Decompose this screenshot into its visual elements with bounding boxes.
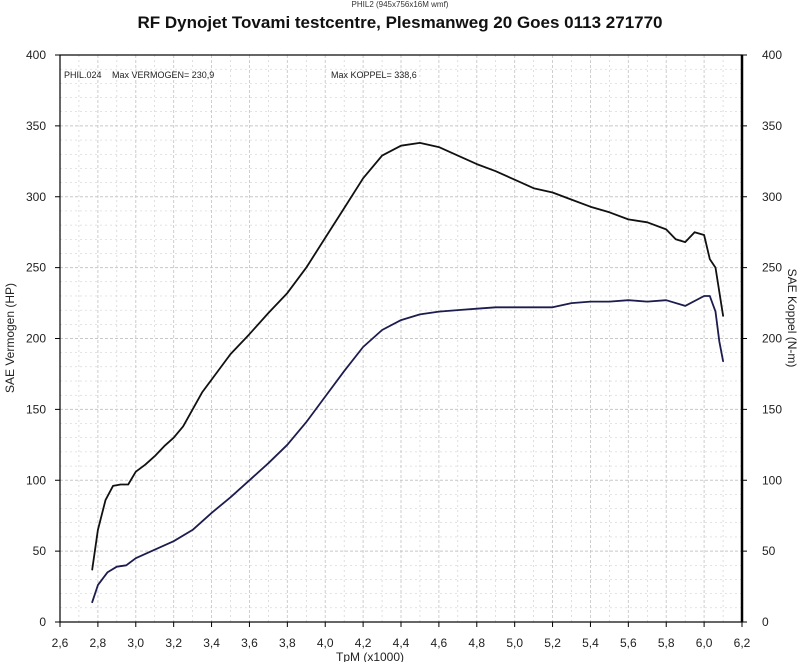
y-axis-label-right: SAE Koppel (N-m): [785, 269, 799, 368]
vermogen-line: [91, 295, 724, 604]
y-tick-label-left: 350: [26, 119, 46, 133]
x-tick-label: 3,6: [241, 636, 258, 650]
x-tick-label: 4,8: [468, 636, 485, 650]
run-label: PHIL.024: [64, 70, 102, 80]
y-tick-label-right: 50: [762, 544, 776, 558]
x-axis-label: TpM (x1000): [336, 650, 404, 662]
x-tick-label: 5,4: [582, 636, 599, 650]
y-tick-label-right: 300: [762, 190, 782, 204]
y-tick-label-left: 50: [33, 544, 47, 558]
y-tick-label-right: 200: [762, 332, 782, 346]
x-tick-label: 3,2: [165, 636, 182, 650]
x-tick-label: 4,0: [317, 636, 334, 650]
y-axis-ticks: 0 0 50 50 100 100 150 150 200 200 250 250 300 300 350 3…: [26, 48, 782, 629]
y-tick-label-right: 100: [762, 473, 782, 487]
x-tick-label: 5,8: [658, 636, 675, 650]
x-tick-label: 5,2: [544, 636, 561, 650]
grid: [59, 54, 743, 623]
x-tick-label: 2,8: [90, 636, 107, 650]
y-tick-label-right: 350: [762, 119, 782, 133]
file-label: PHIL2 (945x756x16M wmf): [351, 0, 449, 9]
y-tick-label-left: 0: [39, 615, 46, 629]
y-tick-label-left: 100: [26, 473, 46, 487]
chart-title: RF Dynojet Tovami testcentre, Plesmanweg…: [137, 13, 663, 32]
y-tick-label-left: 300: [26, 190, 46, 204]
max-vermogen-label: Max VERMOGEN= 230,9: [112, 70, 214, 80]
y-tick-label-right: 0: [762, 615, 769, 629]
series-lines: [91, 142, 724, 604]
koppel-line: [91, 142, 724, 571]
y-axis-label-left: SAE Vermogen (HP): [3, 283, 17, 393]
y-tick-label-right: 400: [762, 48, 782, 62]
x-tick-label: 3,0: [127, 636, 144, 650]
x-tick-label: 3,4: [203, 636, 220, 650]
y-tick-label-right: 250: [762, 261, 782, 275]
x-tick-label: 4,4: [393, 636, 410, 650]
x-tick-label: 5,6: [620, 636, 637, 650]
max-koppel-label: Max KOPPEL= 338,6: [331, 70, 417, 80]
x-tick-label: 5,0: [506, 636, 523, 650]
y-tick-label-left: 250: [26, 261, 46, 275]
y-tick-label-left: 200: [26, 332, 46, 346]
x-tick-label: 4,6: [431, 636, 448, 650]
x-tick-label: 3,8: [279, 636, 296, 650]
x-axis-ticks: 2,6 2,8 3,0 3,2 3,4 3,6 3,8 4,0 4,2 4,4 4,6 4,8 5,0 5…: [52, 622, 751, 650]
x-tick-label: 2,6: [52, 636, 69, 650]
x-tick-label: 6,2: [734, 636, 751, 650]
y-tick-label-left: 150: [26, 402, 46, 416]
x-tick-label: 4,2: [355, 636, 372, 650]
y-tick-label-right: 150: [762, 402, 782, 416]
y-tick-label-left: 400: [26, 48, 46, 62]
x-tick-label: 6,0: [696, 636, 713, 650]
